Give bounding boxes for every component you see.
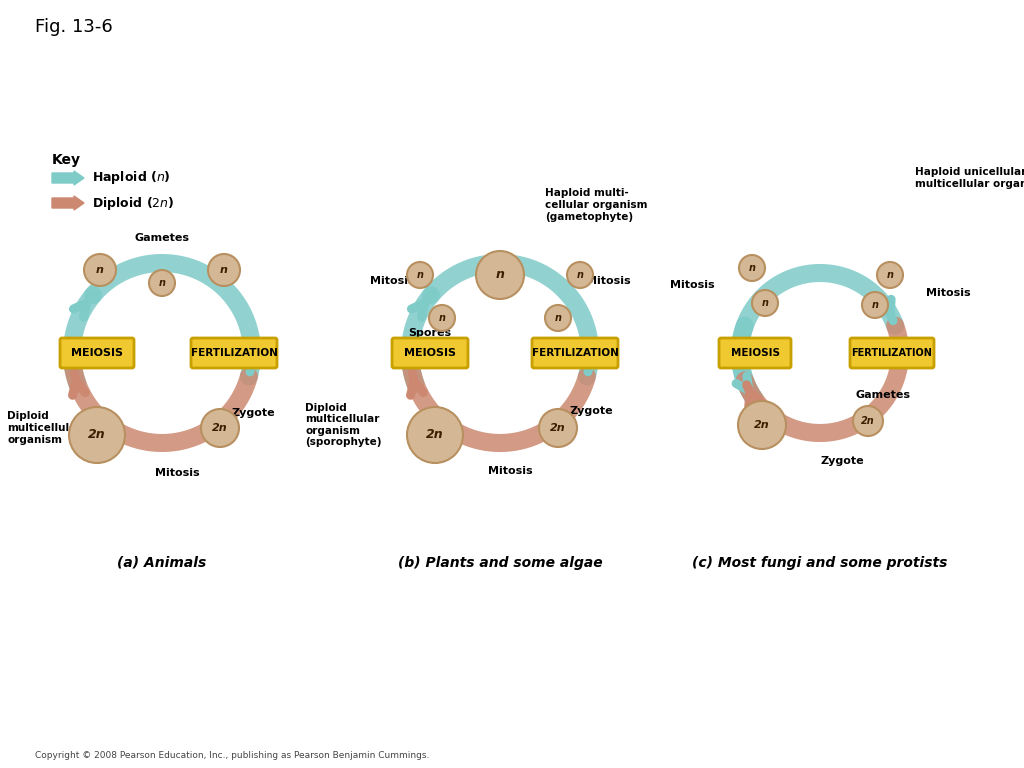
Circle shape [567, 262, 593, 288]
Text: Mitosis: Mitosis [670, 280, 715, 290]
Circle shape [738, 401, 786, 449]
Text: 2n: 2n [755, 420, 770, 430]
Text: MEIOSIS: MEIOSIS [404, 348, 456, 358]
Circle shape [739, 255, 765, 281]
FancyArrow shape [52, 171, 84, 185]
Text: 2n: 2n [88, 429, 105, 442]
Text: n: n [887, 270, 894, 280]
Text: (b) Plants and some algae: (b) Plants and some algae [397, 556, 602, 570]
Text: Zygote: Zygote [570, 406, 613, 416]
Circle shape [853, 406, 883, 436]
Text: n: n [749, 263, 756, 273]
FancyBboxPatch shape [850, 338, 934, 368]
FancyArrow shape [52, 196, 84, 210]
Circle shape [150, 270, 175, 296]
Text: Mitosis: Mitosis [586, 276, 631, 286]
Circle shape [545, 305, 571, 331]
Text: Mitosis: Mitosis [155, 468, 200, 478]
Text: Diploid ($2n$): Diploid ($2n$) [92, 194, 174, 211]
Text: Haploid multi-
cellular organism
(gametophyte): Haploid multi- cellular organism (gameto… [545, 188, 647, 222]
Text: n: n [220, 265, 228, 275]
Text: n: n [762, 298, 768, 308]
Text: Zygote: Zygote [232, 408, 275, 418]
Text: n: n [159, 278, 166, 288]
Circle shape [407, 407, 463, 463]
Text: (a) Animals: (a) Animals [118, 556, 207, 570]
Text: Gametes: Gametes [134, 233, 189, 243]
Text: n: n [417, 270, 424, 280]
Text: n: n [555, 313, 561, 323]
Text: n: n [496, 269, 505, 282]
Text: MEIOSIS: MEIOSIS [71, 348, 123, 358]
Circle shape [84, 254, 116, 286]
Text: Diploid
multicellular
organism: Diploid multicellular organism [7, 412, 81, 445]
Circle shape [752, 290, 778, 316]
Circle shape [208, 254, 240, 286]
Text: n: n [871, 300, 879, 310]
Text: Diploid
multicellular
organism
(sporophyte): Diploid multicellular organism (sporophy… [305, 402, 382, 448]
Text: Mitosis: Mitosis [487, 466, 532, 476]
Text: Mitosis: Mitosis [926, 288, 971, 298]
Text: Gametes: Gametes [855, 390, 910, 400]
Text: 2n: 2n [426, 429, 443, 442]
Text: FERTILIZATION: FERTILIZATION [531, 348, 618, 358]
Circle shape [201, 409, 239, 447]
Circle shape [862, 292, 888, 318]
Text: Zygote: Zygote [820, 456, 864, 466]
Text: Gametes: Gametes [542, 340, 597, 350]
FancyBboxPatch shape [191, 338, 278, 368]
Circle shape [429, 305, 455, 331]
Text: n: n [577, 270, 584, 280]
Text: Key: Key [52, 153, 81, 167]
Circle shape [476, 251, 524, 299]
FancyBboxPatch shape [60, 338, 134, 368]
Text: FERTILIZATION: FERTILIZATION [852, 348, 933, 358]
Text: (c) Most fungi and some protists: (c) Most fungi and some protists [692, 556, 947, 570]
Text: 2n: 2n [212, 423, 227, 433]
Text: 2n: 2n [861, 416, 874, 426]
Text: Fig. 13-6: Fig. 13-6 [35, 18, 113, 36]
Text: Haploid ($n$): Haploid ($n$) [92, 170, 171, 187]
Text: Spores: Spores [409, 328, 452, 338]
Circle shape [877, 262, 903, 288]
Text: 2n: 2n [550, 423, 566, 433]
FancyBboxPatch shape [392, 338, 468, 368]
Circle shape [407, 262, 433, 288]
Text: MEIOSIS: MEIOSIS [730, 348, 779, 358]
Circle shape [69, 407, 125, 463]
Text: Haploid unicellular or
multicellular organism: Haploid unicellular or multicellular org… [915, 167, 1024, 189]
Text: n: n [438, 313, 445, 323]
Circle shape [539, 409, 577, 447]
FancyBboxPatch shape [532, 338, 618, 368]
FancyBboxPatch shape [719, 338, 791, 368]
Text: Copyright © 2008 Pearson Education, Inc., publishing as Pearson Benjamin Cumming: Copyright © 2008 Pearson Education, Inc.… [35, 751, 429, 760]
Text: FERTILIZATION: FERTILIZATION [190, 348, 278, 358]
Text: Mitosis: Mitosis [370, 276, 415, 286]
Text: n: n [96, 265, 104, 275]
